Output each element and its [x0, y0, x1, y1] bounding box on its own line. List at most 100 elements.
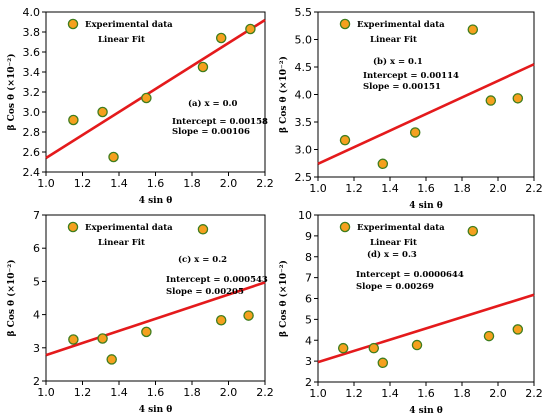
data-point [68, 334, 79, 345]
x-tick-label: 1.8 [453, 387, 471, 400]
data-point [197, 61, 209, 73]
data-point [141, 326, 152, 338]
y-tick-label: 4.0 [295, 89, 313, 102]
slope-text: Slope = 0.00269 [356, 282, 434, 292]
y-tick-label: 3.8 [23, 26, 41, 39]
x-axis-label: 4 sin θ [409, 406, 443, 416]
x-axis-label: 4 sin θ [139, 405, 173, 415]
y-tick-label: 5 [33, 275, 40, 288]
x-tick-label: 2.0 [489, 387, 507, 400]
y-tick-label: 2.8 [23, 126, 41, 139]
y-tick-label: 7 [305, 272, 312, 285]
y-tick-label: 2 [33, 375, 40, 388]
data-point [368, 342, 380, 354]
data-point [411, 339, 423, 351]
x-tick-label: 1.4 [110, 386, 128, 399]
y-tick-label: 2.6 [23, 146, 41, 159]
data-point [485, 95, 497, 106]
y-tick-label: 7 [33, 209, 40, 222]
legend-label-experimental: Experimental data [85, 20, 173, 30]
plot-frame [317, 11, 535, 178]
panel-label: (c) x = 0.2 [178, 254, 227, 265]
y-tick-label: 4 [33, 309, 40, 322]
data-point [215, 32, 227, 44]
linear-fit-line [45, 281, 266, 357]
panel-label: (d) x = 0.3 [367, 249, 417, 260]
x-tick-label: 1.8 [183, 177, 201, 190]
data-point [245, 23, 256, 35]
data-point [467, 225, 479, 237]
chart-panel-b: 1.0 1.2 1.4 1.6 1.8 2.0 2.2 2.5 3.0 3.5 4.0 4.5 5.0 5… [278, 6, 543, 211]
data-point [377, 158, 389, 170]
legend-marker [67, 18, 79, 30]
data-point [68, 114, 79, 126]
data-point [337, 342, 349, 354]
data-point [243, 310, 254, 321]
y-tick-label: 10 [298, 209, 312, 222]
linear-fit-line [45, 18, 266, 160]
intercept-text: Intercept = 0.000543 [166, 275, 268, 285]
y-tick-label: 2.5 [295, 171, 313, 184]
x-tick-label: 2.0 [220, 177, 238, 190]
y-tick-label: 8 [305, 251, 312, 264]
data-point [377, 357, 389, 369]
y-tick-label: 5.5 [295, 6, 313, 19]
x-tick-label: 1.4 [381, 182, 399, 195]
x-tick-label: 1.2 [345, 182, 363, 195]
y-tick-label: 2.4 [23, 166, 41, 179]
intercept-text: Intercept = 0.00158 [172, 117, 268, 127]
x-tick-label: 1.6 [147, 177, 165, 190]
panel-label: (b) x = 0.1 [373, 56, 423, 67]
data-point [512, 324, 524, 335]
y-tick-label: 3.2 [23, 86, 41, 99]
y-tick-label: 9 [305, 230, 312, 243]
legend-marker [339, 221, 351, 233]
intercept-text: Intercept = 0.0000644 [356, 270, 464, 280]
x-tick-label: 1.4 [381, 387, 399, 400]
y-axis-label: β Cos θ (×10⁻²) [278, 260, 289, 337]
y-axis-label: β Cos θ (×10⁻²) [6, 54, 17, 131]
data-point [512, 93, 524, 104]
data-point [97, 333, 108, 344]
legend-marker [67, 221, 79, 233]
y-tick-label: 3.0 [295, 144, 313, 157]
data-point [483, 330, 495, 342]
data-point [108, 151, 119, 163]
y-tick-label: 2 [305, 376, 312, 389]
y-tick-label: 4.0 [23, 6, 41, 19]
chart-panel-a: 1.0 1.2 1.4 1.6 1.8 2.0 2.2 2.4 2.6 2.8 3.0 3.2 3.4 3… [6, 6, 274, 206]
legend-label-experimental: Experimental data [357, 20, 445, 30]
y-axis-label: β Cos θ (×10⁻²) [6, 260, 17, 337]
x-tick-label: 1.6 [417, 387, 435, 400]
panel-label: (a) x = 0.0 [188, 98, 237, 109]
y-tick-label: 6 [305, 293, 312, 306]
y-tick-label: 3.6 [23, 46, 41, 59]
x-tick-label: 1.8 [183, 386, 201, 399]
data-point [409, 127, 421, 138]
y-axis-label: β Cos θ (×10⁻²) [278, 56, 289, 133]
plot-frame [45, 11, 266, 173]
x-tick-label: 2.0 [220, 386, 238, 399]
chart-panel-d: 1.0 1.2 1.4 1.6 1.8 2.0 2.2 2 3 4 5 6 7 8 9 10 4 sin θ β … [278, 209, 543, 416]
x-tick-label: 1.6 [417, 182, 435, 195]
legend-label-experimental: Experimental data [85, 223, 173, 233]
x-tick-label: 1.2 [345, 387, 363, 400]
slope-text: Slope = 0.00106 [172, 127, 250, 137]
x-tick-label: 1.0 [37, 386, 55, 399]
x-axis-label: 4 sin θ [409, 201, 443, 211]
x-tick-label: 1.0 [37, 177, 55, 190]
x-tick-label: 2.0 [489, 182, 507, 195]
plot-frame [317, 214, 535, 383]
plot-frame [45, 214, 266, 382]
legend-label-experimental: Experimental data [357, 223, 445, 233]
legend-label-linear-fit: Linear Fit [98, 238, 145, 248]
x-tick-label: 2.2 [525, 182, 543, 195]
chart-panel-c: 1.0 1.2 1.4 1.6 1.8 2.0 2.2 2 3 4 5 6 7 4 sin θ β Cos … [6, 209, 274, 415]
data-point [339, 134, 351, 146]
data-point [215, 314, 227, 326]
x-tick-label: 2.2 [525, 387, 543, 400]
y-tick-label: 3 [305, 355, 312, 368]
legend-marker [339, 18, 351, 30]
slope-text: Slope = 0.00205 [166, 287, 244, 297]
